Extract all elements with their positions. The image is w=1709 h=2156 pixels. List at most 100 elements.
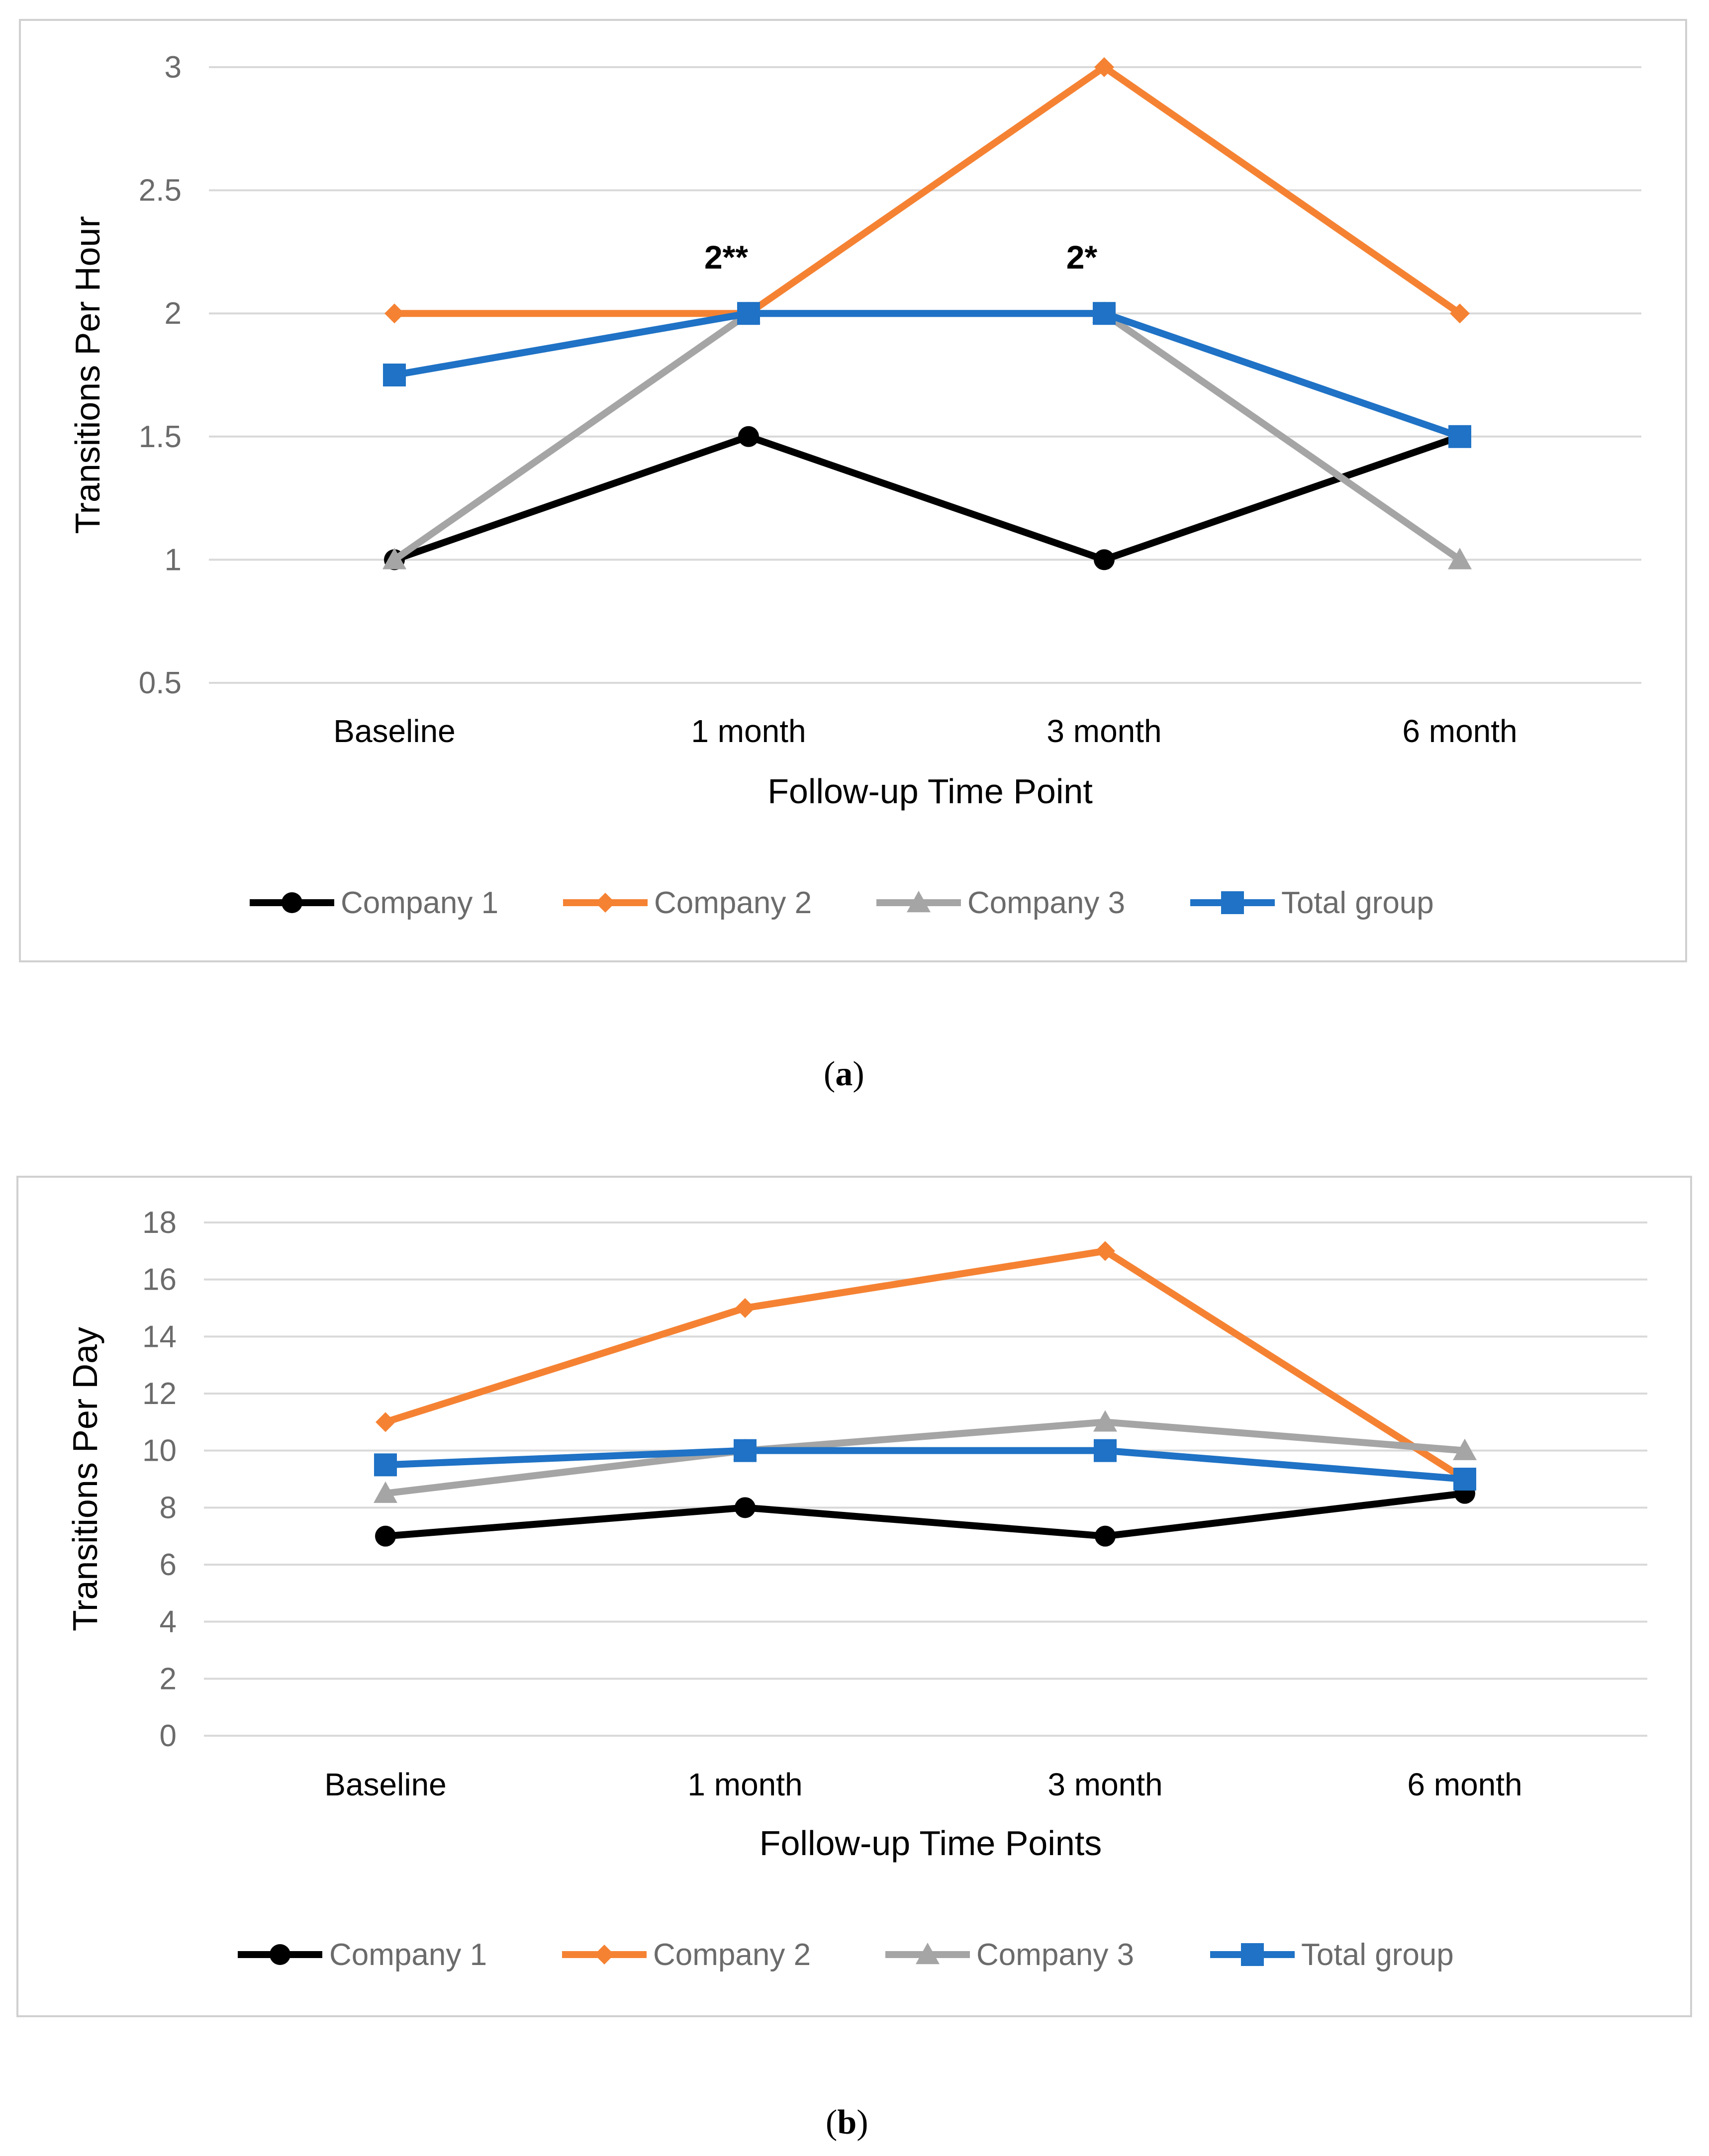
series-company-3 xyxy=(382,301,1472,569)
legend-label: Total group xyxy=(1301,1938,1454,1972)
legend-entry-company-3: Company 3 xyxy=(885,1938,1134,1972)
data-point-total-group-1-month xyxy=(737,302,760,325)
data-point-company-2-1-month xyxy=(735,1298,755,1318)
legend-label: Company 2 xyxy=(653,1938,811,1972)
y-tick-label: 18 xyxy=(142,1206,177,1240)
legend-marker xyxy=(907,891,931,913)
data-point-company-3-3-month xyxy=(1093,1410,1117,1432)
series-company-1 xyxy=(384,426,1470,570)
data-point-company-1-baseline xyxy=(375,1525,396,1547)
series-line-company-3 xyxy=(382,1418,1468,1497)
data-point-total-group-baseline xyxy=(383,364,406,386)
y-axis-title: Transitions Per Hour xyxy=(68,216,107,534)
data-point-company-2-baseline xyxy=(384,303,404,324)
y-tick-label: 2.5 xyxy=(139,174,182,208)
data-point-total-group-6-month xyxy=(1453,1468,1476,1491)
legend-marker xyxy=(595,893,615,913)
y-tick-label: 0 xyxy=(160,1719,177,1753)
data-point-company-3-6-month xyxy=(1453,1438,1477,1460)
data-point-company-2-baseline xyxy=(376,1412,395,1432)
legend-label: Total group xyxy=(1281,886,1434,920)
series-line-company-2 xyxy=(382,1247,1468,1483)
data-point-company-3-baseline xyxy=(374,1481,397,1503)
legend-label: Company 3 xyxy=(976,1938,1134,1972)
y-axis-title: Transitions Per Day xyxy=(66,1327,104,1631)
series-line-company-1 xyxy=(391,433,1463,563)
x-tick-label-baseline: Baseline xyxy=(324,1767,447,1802)
x-tick-label-1-month: 1 month xyxy=(691,713,806,749)
x-tick-label-1-month: 1 month xyxy=(687,1767,802,1802)
legend-marker xyxy=(594,1945,614,1965)
legend-marker xyxy=(1241,1943,1264,1966)
data-point-total-group-baseline xyxy=(374,1453,397,1477)
x-tick-label-baseline: Baseline xyxy=(333,713,456,749)
x-axis-title: Follow-up Time Point xyxy=(767,772,1093,811)
legend-entry-company-2: Company 2 xyxy=(563,886,812,920)
legend-label: Company 1 xyxy=(341,886,498,920)
data-point-company-2-6-month xyxy=(1450,303,1470,324)
chart-b-frame xyxy=(16,1176,1692,2017)
data-point-company-1-1-month xyxy=(738,426,759,447)
x-tick-label-6-month: 6 month xyxy=(1407,1767,1522,1802)
series-total-group xyxy=(383,302,1471,448)
legend: Company 1 Company 2 Company 3 Total group xyxy=(250,886,1434,920)
series-line-total-group xyxy=(391,310,1463,440)
data-point-total-group-3-month xyxy=(1093,302,1116,325)
y-tick-label: 4 xyxy=(160,1605,177,1639)
y-tick-label: 8 xyxy=(160,1491,177,1525)
legend-label: Company 3 xyxy=(967,886,1125,920)
annotation-2: 2** xyxy=(704,239,748,276)
annotation-2: 2* xyxy=(1066,239,1098,276)
x-tick-label-3-month: 3 month xyxy=(1046,713,1161,749)
legend-marker xyxy=(270,1944,290,1965)
legend-entry-total-group: Total group xyxy=(1210,1938,1454,1972)
y-tick-label: 16 xyxy=(142,1263,177,1297)
y-tick-label: 2 xyxy=(165,296,182,331)
y-tick-label: 14 xyxy=(142,1319,177,1354)
data-point-total-group-6-month xyxy=(1448,425,1471,448)
y-tick-label: 1.5 xyxy=(139,420,182,454)
legend-entry-company-1: Company 1 xyxy=(238,1938,487,1972)
series-company-1 xyxy=(375,1483,1475,1547)
legend-entry-company-3: Company 3 xyxy=(876,886,1125,920)
series-line-company-1 xyxy=(382,1490,1468,1540)
legend-marker xyxy=(282,892,302,913)
y-tick-label: 6 xyxy=(160,1548,177,1582)
data-point-company-3-baseline xyxy=(382,548,406,569)
y-tick-label: 12 xyxy=(142,1377,177,1411)
y-tick-label: 3 xyxy=(165,50,182,85)
chart-b: 0 2 4 6 8 10 12 14 16 18 Baseline 1 month 3 month 6 m… xyxy=(66,1206,1647,1972)
x-tick-label-3-month: 3 month xyxy=(1047,1767,1162,1802)
legend-marker xyxy=(916,1943,940,1965)
series-line-company-2 xyxy=(391,64,1463,317)
panel-caption-b: (b) xyxy=(826,2103,868,2142)
legend-label: Company 2 xyxy=(654,886,812,920)
y-tick-label: 0.5 xyxy=(139,666,182,700)
y-tick-label: 2 xyxy=(160,1662,177,1696)
legend-label: Company 1 xyxy=(329,1938,487,1972)
x-axis-title: Follow-up Time Points xyxy=(760,1824,1102,1863)
y-tick-label: 10 xyxy=(142,1434,177,1468)
legend: Company 1 Company 2 Company 3 Total group xyxy=(238,1938,1454,1972)
data-point-company-1-1-month xyxy=(735,1497,756,1518)
data-point-total-group-3-month xyxy=(1094,1439,1117,1462)
y-tick-label: 1 xyxy=(165,543,182,577)
chart-a: 0.5 1 1.5 2 2.5 3 Baseline 1 month 3 month 6 mont… xyxy=(68,50,1641,920)
x-tick-label-6-month: 6 month xyxy=(1402,713,1517,749)
data-point-company-2-3-month xyxy=(1095,1241,1115,1261)
data-point-company-2-3-month xyxy=(1094,57,1114,77)
legend-entry-company-2: Company 2 xyxy=(562,1938,811,1972)
series-line-total-group xyxy=(382,1447,1468,1483)
data-point-company-1-3-month xyxy=(1095,1525,1116,1547)
data-point-company-3-6-month xyxy=(1448,548,1472,569)
panel-caption-a: (a) xyxy=(824,1055,864,1093)
data-point-total-group-1-month xyxy=(734,1439,757,1462)
chart-a-frame xyxy=(19,19,1687,962)
legend-marker xyxy=(1221,891,1244,914)
series-company-2 xyxy=(376,1241,1475,1489)
data-point-company-1-3-month xyxy=(1094,549,1115,570)
series-total-group xyxy=(374,1439,1476,1491)
legend-entry-total-group: Total group xyxy=(1190,886,1434,920)
legend-entry-company-1: Company 1 xyxy=(250,886,498,920)
